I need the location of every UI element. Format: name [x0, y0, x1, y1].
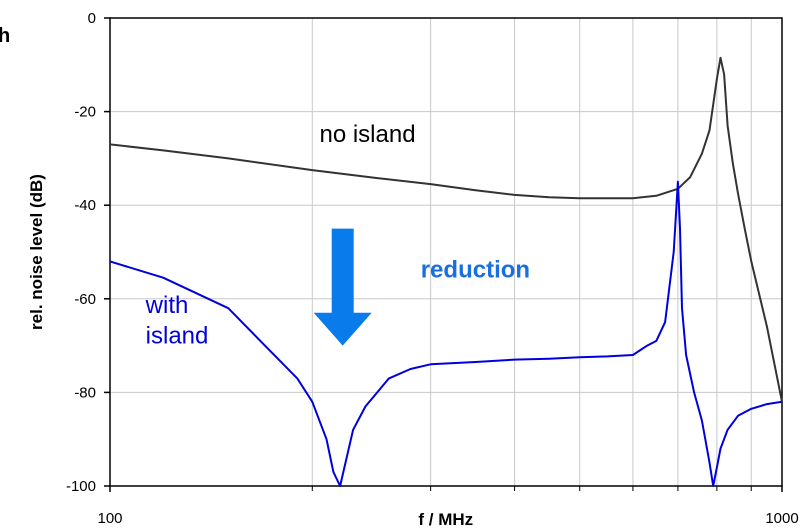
x-axis-title: f / MHz — [418, 510, 473, 529]
reduction-arrow-icon — [313, 228, 372, 346]
plot-frame — [109, 17, 783, 487]
grid-lines — [110, 18, 782, 486]
series-line-no-island — [109, 56, 783, 402]
annotation-with-island-line2: island — [146, 322, 209, 349]
y-axis-title: rel. noise level (dB) — [27, 174, 46, 330]
series-line-with-island — [109, 180, 783, 487]
y-tick-label: -100 — [66, 478, 96, 495]
y-tick-label: 0 — [88, 10, 96, 27]
annotation-no-island: no island — [319, 121, 415, 148]
reduction-arrow-shape — [313, 228, 372, 346]
annotation-with-island-line1: with — [145, 292, 189, 319]
edge-text: h — [0, 25, 10, 47]
y-tick-label: -20 — [74, 104, 96, 121]
x-tick-label: 100 — [97, 510, 122, 527]
y-tick-label: -80 — [74, 384, 96, 401]
y-ticks: 0 -20 -40 -60 -80 -100 — [66, 10, 110, 495]
y-tick-label: -60 — [74, 291, 96, 308]
x-tick-label: 1000 — [765, 510, 798, 527]
series-lines — [109, 56, 783, 487]
annotation-reduction: reduction — [421, 257, 530, 284]
x-ticks: 100 1000 — [97, 486, 799, 527]
y-tick-label: -40 — [74, 197, 96, 214]
